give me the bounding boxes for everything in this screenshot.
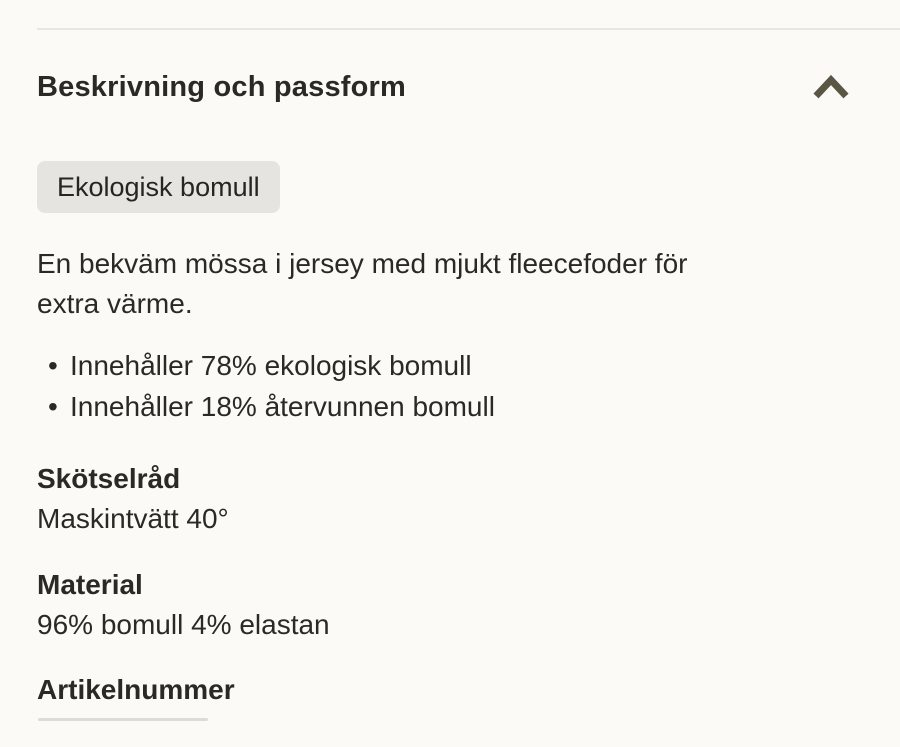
section-divider: [37, 28, 900, 30]
eco-cotton-badge: Ekologisk bomull: [37, 161, 280, 213]
description-line: extra värme.: [37, 288, 193, 319]
list-item: Innehåller 18% återvunnen bomull: [37, 386, 900, 427]
detail-material: Material 96% bomull 4% elastan: [37, 565, 900, 645]
detail-label: Skötselråd: [37, 463, 181, 494]
product-description: En bekväm mössa i jersey med mjukt fleec…: [37, 244, 900, 324]
list-item: Innehåller 78% ekologisk bomull: [37, 345, 900, 386]
section-title: Beskrivning och passform: [37, 71, 407, 103]
chevron-up-icon: [813, 74, 849, 98]
detail-label: Artikelnummer: [37, 674, 235, 705]
detail-artikelnummer: Artikelnummer: [37, 670, 900, 710]
collapse-button[interactable]: [812, 74, 850, 100]
accordion-header-beskrivning[interactable]: Beskrivning och passform: [37, 70, 850, 104]
product-description-section: Beskrivning och passform Ekologisk bomul…: [0, 28, 900, 747]
detail-skotselrad: Skötselråd Maskintvätt 40°: [37, 459, 900, 539]
detail-label: Material: [37, 569, 143, 600]
cutoff-article-number-value: [38, 718, 208, 721]
detail-value: Maskintvätt 40°: [37, 503, 229, 534]
detail-value: 96% bomull 4% elastan: [37, 609, 330, 640]
material-bullet-list: Innehåller 78% ekologisk bomull Innehåll…: [37, 345, 900, 427]
description-line: En bekväm mössa i jersey med mjukt fleec…: [37, 248, 688, 279]
